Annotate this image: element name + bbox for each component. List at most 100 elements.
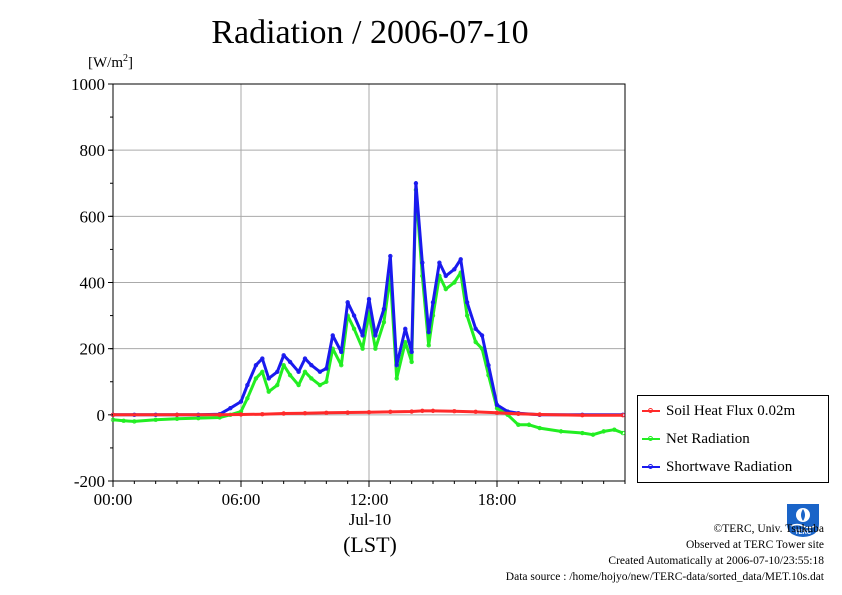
legend-label: Net Radiation bbox=[666, 430, 750, 447]
data-point bbox=[430, 300, 436, 305]
x-axis-date-label: Jul-10 bbox=[348, 510, 392, 529]
x-tick-label: 12:00 bbox=[350, 490, 389, 509]
data-point bbox=[409, 349, 414, 355]
y-tick-label: 400 bbox=[80, 274, 106, 293]
data-point bbox=[287, 372, 293, 378]
data-point bbox=[373, 346, 378, 351]
data-point bbox=[473, 326, 478, 332]
data-point bbox=[366, 409, 372, 415]
credit-copyright: ©TERC, Univ. Tsukuba bbox=[713, 523, 824, 535]
x-axis-timezone-label: (LST) bbox=[343, 532, 397, 557]
y-tick-label: -200 bbox=[74, 472, 105, 491]
data-point bbox=[516, 411, 521, 417]
data-point bbox=[324, 410, 329, 416]
data-point bbox=[494, 410, 500, 416]
units-suffix: ] bbox=[128, 55, 133, 71]
data-point bbox=[260, 369, 265, 375]
data-point bbox=[351, 326, 357, 332]
legend-swatch-soil-heat-flux bbox=[642, 404, 660, 418]
data-point bbox=[388, 409, 393, 415]
data-point bbox=[302, 369, 308, 375]
data-point bbox=[324, 379, 329, 384]
legend: Soil Heat Flux 0.02m Net Radiation Short… bbox=[637, 395, 829, 483]
data-point bbox=[132, 419, 137, 424]
data-point bbox=[260, 356, 265, 361]
data-point bbox=[360, 333, 365, 338]
data-point bbox=[443, 273, 448, 279]
data-point bbox=[394, 376, 399, 381]
data-point bbox=[281, 363, 286, 368]
data-point bbox=[601, 429, 606, 434]
y-tick-label: 1000 bbox=[71, 75, 105, 94]
data-point bbox=[394, 363, 399, 368]
data-point bbox=[494, 402, 500, 408]
legend-item-net-radiation: Net Radiation bbox=[642, 428, 750, 450]
data-point bbox=[266, 389, 271, 394]
data-point bbox=[245, 396, 250, 401]
data-point bbox=[360, 346, 365, 351]
x-tick-label: 00:00 bbox=[94, 490, 133, 509]
data-point bbox=[426, 329, 431, 335]
data-point bbox=[309, 363, 314, 368]
data-point bbox=[324, 366, 329, 371]
data-point bbox=[153, 417, 158, 422]
data-point bbox=[413, 181, 419, 186]
data-point bbox=[253, 376, 259, 381]
data-point bbox=[330, 333, 335, 338]
legend-item-soil-heat-flux: Soil Heat Flux 0.02m bbox=[642, 400, 795, 422]
data-point bbox=[345, 410, 350, 415]
data-point bbox=[253, 363, 259, 368]
data-point bbox=[430, 408, 436, 414]
data-point bbox=[409, 409, 414, 414]
data-point bbox=[317, 369, 323, 375]
data-point bbox=[366, 296, 372, 302]
data-point bbox=[296, 369, 301, 375]
data-point bbox=[437, 260, 442, 265]
data-point bbox=[486, 363, 491, 368]
legend-swatch-shortwave-radiation bbox=[642, 460, 660, 474]
data-point bbox=[339, 349, 344, 355]
data-point bbox=[238, 412, 244, 417]
data-point bbox=[452, 267, 457, 272]
legend-swatch-net-radiation bbox=[642, 432, 660, 446]
data-point bbox=[420, 408, 425, 414]
x-tick-label: 18:00 bbox=[478, 490, 517, 509]
data-point bbox=[281, 353, 286, 358]
data-point bbox=[479, 333, 485, 338]
data-point bbox=[426, 343, 431, 348]
data-point bbox=[339, 363, 344, 368]
series-line-0 bbox=[113, 409, 623, 417]
data-point bbox=[275, 382, 280, 388]
data-point bbox=[458, 257, 463, 262]
data-point bbox=[121, 418, 126, 423]
units-superscript: 2 bbox=[123, 53, 128, 64]
data-point bbox=[464, 313, 470, 318]
data-point bbox=[388, 253, 393, 259]
legend-label: Soil Heat Flux 0.02m bbox=[666, 402, 796, 419]
data-point bbox=[452, 408, 457, 414]
credits: ©TERC, Univ. Tsukuba Observed at TERC To… bbox=[506, 521, 824, 585]
data-point bbox=[373, 333, 378, 338]
data-point bbox=[612, 427, 617, 432]
data-point bbox=[620, 430, 626, 436]
data-point bbox=[238, 399, 244, 404]
x-tick-label: 06:00 bbox=[222, 490, 261, 509]
data-point bbox=[245, 382, 250, 388]
data-point bbox=[287, 359, 293, 365]
data-point bbox=[473, 339, 478, 345]
data-point bbox=[580, 412, 585, 418]
units-prefix: [W/m bbox=[88, 55, 123, 71]
y-tick-label: 800 bbox=[80, 141, 106, 160]
data-point bbox=[260, 411, 265, 417]
data-point bbox=[537, 425, 542, 431]
credit-source: Data source : /home/hojyo/new/TERC-data/… bbox=[505, 571, 824, 583]
data-point bbox=[110, 412, 116, 418]
data-point bbox=[443, 286, 448, 292]
legend-label: Shortwave Radiation bbox=[666, 458, 793, 475]
data-point bbox=[217, 412, 222, 418]
data-point bbox=[464, 300, 470, 305]
legend-item-shortwave-radiation: Shortwave Radiation bbox=[642, 456, 792, 478]
data-point bbox=[296, 382, 301, 388]
data-point bbox=[403, 326, 408, 332]
